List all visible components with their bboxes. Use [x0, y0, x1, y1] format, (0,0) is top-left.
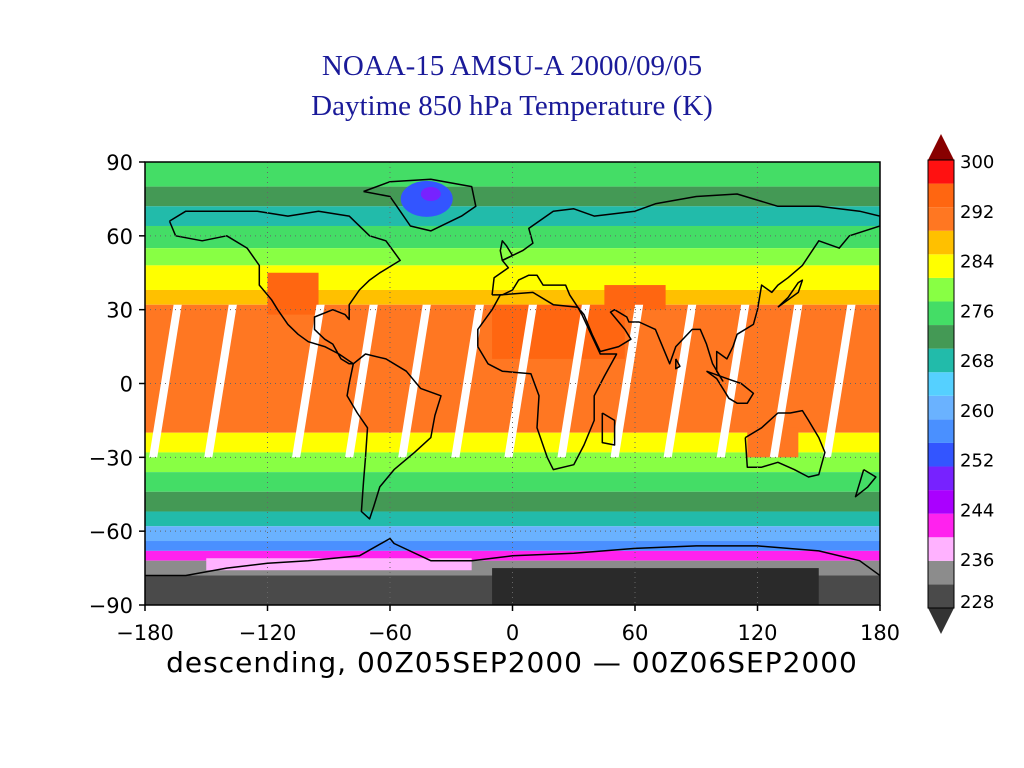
swath-gap — [557, 304, 591, 458]
colorbar-segment — [928, 537, 954, 561]
coastline — [706, 370, 755, 404]
temperature-band — [145, 206, 880, 226]
map-title: NOAA-15 AMSU-A 2000/09/05 — [321, 50, 703, 82]
colorbar-segment — [928, 419, 954, 443]
y-tick-label: 30 — [106, 299, 133, 323]
warm-region — [492, 304, 625, 359]
map-plot-area — [145, 162, 880, 605]
swath-gap — [822, 304, 856, 458]
colorbar-segment — [928, 584, 954, 608]
colorbar-label: 244 — [960, 500, 994, 521]
temperature-band — [145, 491, 880, 512]
y-tick-label: −60 — [89, 520, 133, 544]
map-subtitle: Daytime 850 hPa Temperature (K) — [311, 90, 713, 122]
coastline — [491, 193, 880, 382]
orbit-swath-gaps — [149, 304, 856, 458]
temperature-band — [145, 472, 880, 492]
swath-gap — [451, 304, 484, 458]
colorbar-frame — [927, 159, 955, 609]
swath-gap — [663, 304, 697, 458]
coastline — [854, 468, 877, 498]
colorbar-label: 276 — [960, 301, 994, 322]
swath-gap — [204, 304, 237, 458]
swath-gap — [292, 304, 325, 458]
coastline — [346, 353, 442, 520]
x-axis: −180 −120 −60 0 60 120 180 — [116, 605, 900, 645]
colorbar-min-arrow — [928, 608, 954, 634]
colorbar-label: 284 — [960, 252, 994, 273]
x-tick-label: 60 — [622, 621, 649, 645]
coastline — [145, 537, 880, 577]
coastline — [744, 409, 826, 478]
colorbar: 300 292 284 276 268 260 252 244 236 228 — [927, 134, 994, 634]
colorbar-segment — [928, 183, 954, 208]
coastline — [168, 210, 401, 365]
x-tick-label: −60 — [368, 621, 412, 645]
y-axis: 90 60 30 0 −30 −60 −90 — [89, 151, 145, 618]
swath-gap — [769, 304, 803, 458]
colorbar-segment — [928, 490, 954, 514]
temperature-band — [145, 511, 880, 527]
coastline — [601, 412, 616, 446]
temperature-band — [145, 526, 880, 542]
coastlines — [145, 178, 880, 577]
colorbar-label: 252 — [960, 451, 994, 472]
x-tick-label: 120 — [737, 621, 777, 645]
colorbar-segment — [928, 466, 954, 491]
x-tick-label: −180 — [116, 621, 174, 645]
antarctic-plateau — [492, 568, 819, 605]
colorbar-segment — [928, 513, 954, 538]
x-tick-label: 180 — [860, 621, 900, 645]
x-tick-label: −120 — [239, 621, 297, 645]
colorbar-label: 228 — [960, 592, 994, 613]
y-tick-label: 60 — [106, 225, 133, 249]
colorbar-segment — [928, 254, 954, 278]
y-tick-label: 0 — [120, 373, 133, 397]
greenland-core — [420, 186, 441, 201]
colorbar-segment — [928, 325, 954, 349]
colorbar-segment — [928, 160, 954, 184]
temperature-band — [145, 186, 880, 207]
y-tick-label: −90 — [89, 594, 133, 618]
coastline — [777, 279, 804, 308]
colorbar-segment — [928, 301, 954, 326]
colorbar-segment — [928, 277, 954, 302]
coastline — [477, 291, 618, 471]
swath-gap — [345, 304, 378, 458]
colorbar-segment — [928, 348, 954, 373]
coastline — [363, 178, 477, 232]
colorbar-segment — [928, 207, 954, 231]
temperature-band — [145, 248, 880, 266]
swath-gap — [504, 304, 537, 458]
colorbar-segment — [928, 560, 954, 585]
colorbar-label: 260 — [960, 401, 994, 422]
time-range-caption: descending, 00Z05SEP2000 — 00Z06SEP2000 — [166, 646, 858, 679]
colorbar-label: 236 — [960, 550, 994, 571]
colorbar-segment — [928, 372, 954, 396]
coastline — [675, 358, 681, 370]
colorbar-segment — [928, 230, 954, 255]
y-tick-label: −30 — [89, 446, 133, 470]
colorbar-max-arrow — [928, 134, 954, 160]
colorbar-label: 268 — [960, 351, 994, 372]
x-tick-label: 0 — [506, 621, 519, 645]
antarctic-margin — [206, 558, 472, 571]
y-tick-label: 90 — [106, 151, 133, 175]
colorbar-label: 300 — [960, 152, 994, 173]
swath-gap — [149, 304, 182, 458]
coastline — [499, 240, 514, 262]
colorbar-segment — [928, 442, 954, 467]
temperature-band — [145, 541, 880, 551]
colorbar-segment — [928, 395, 954, 420]
colorbar-label: 292 — [960, 202, 994, 223]
warm-region — [267, 272, 319, 315]
